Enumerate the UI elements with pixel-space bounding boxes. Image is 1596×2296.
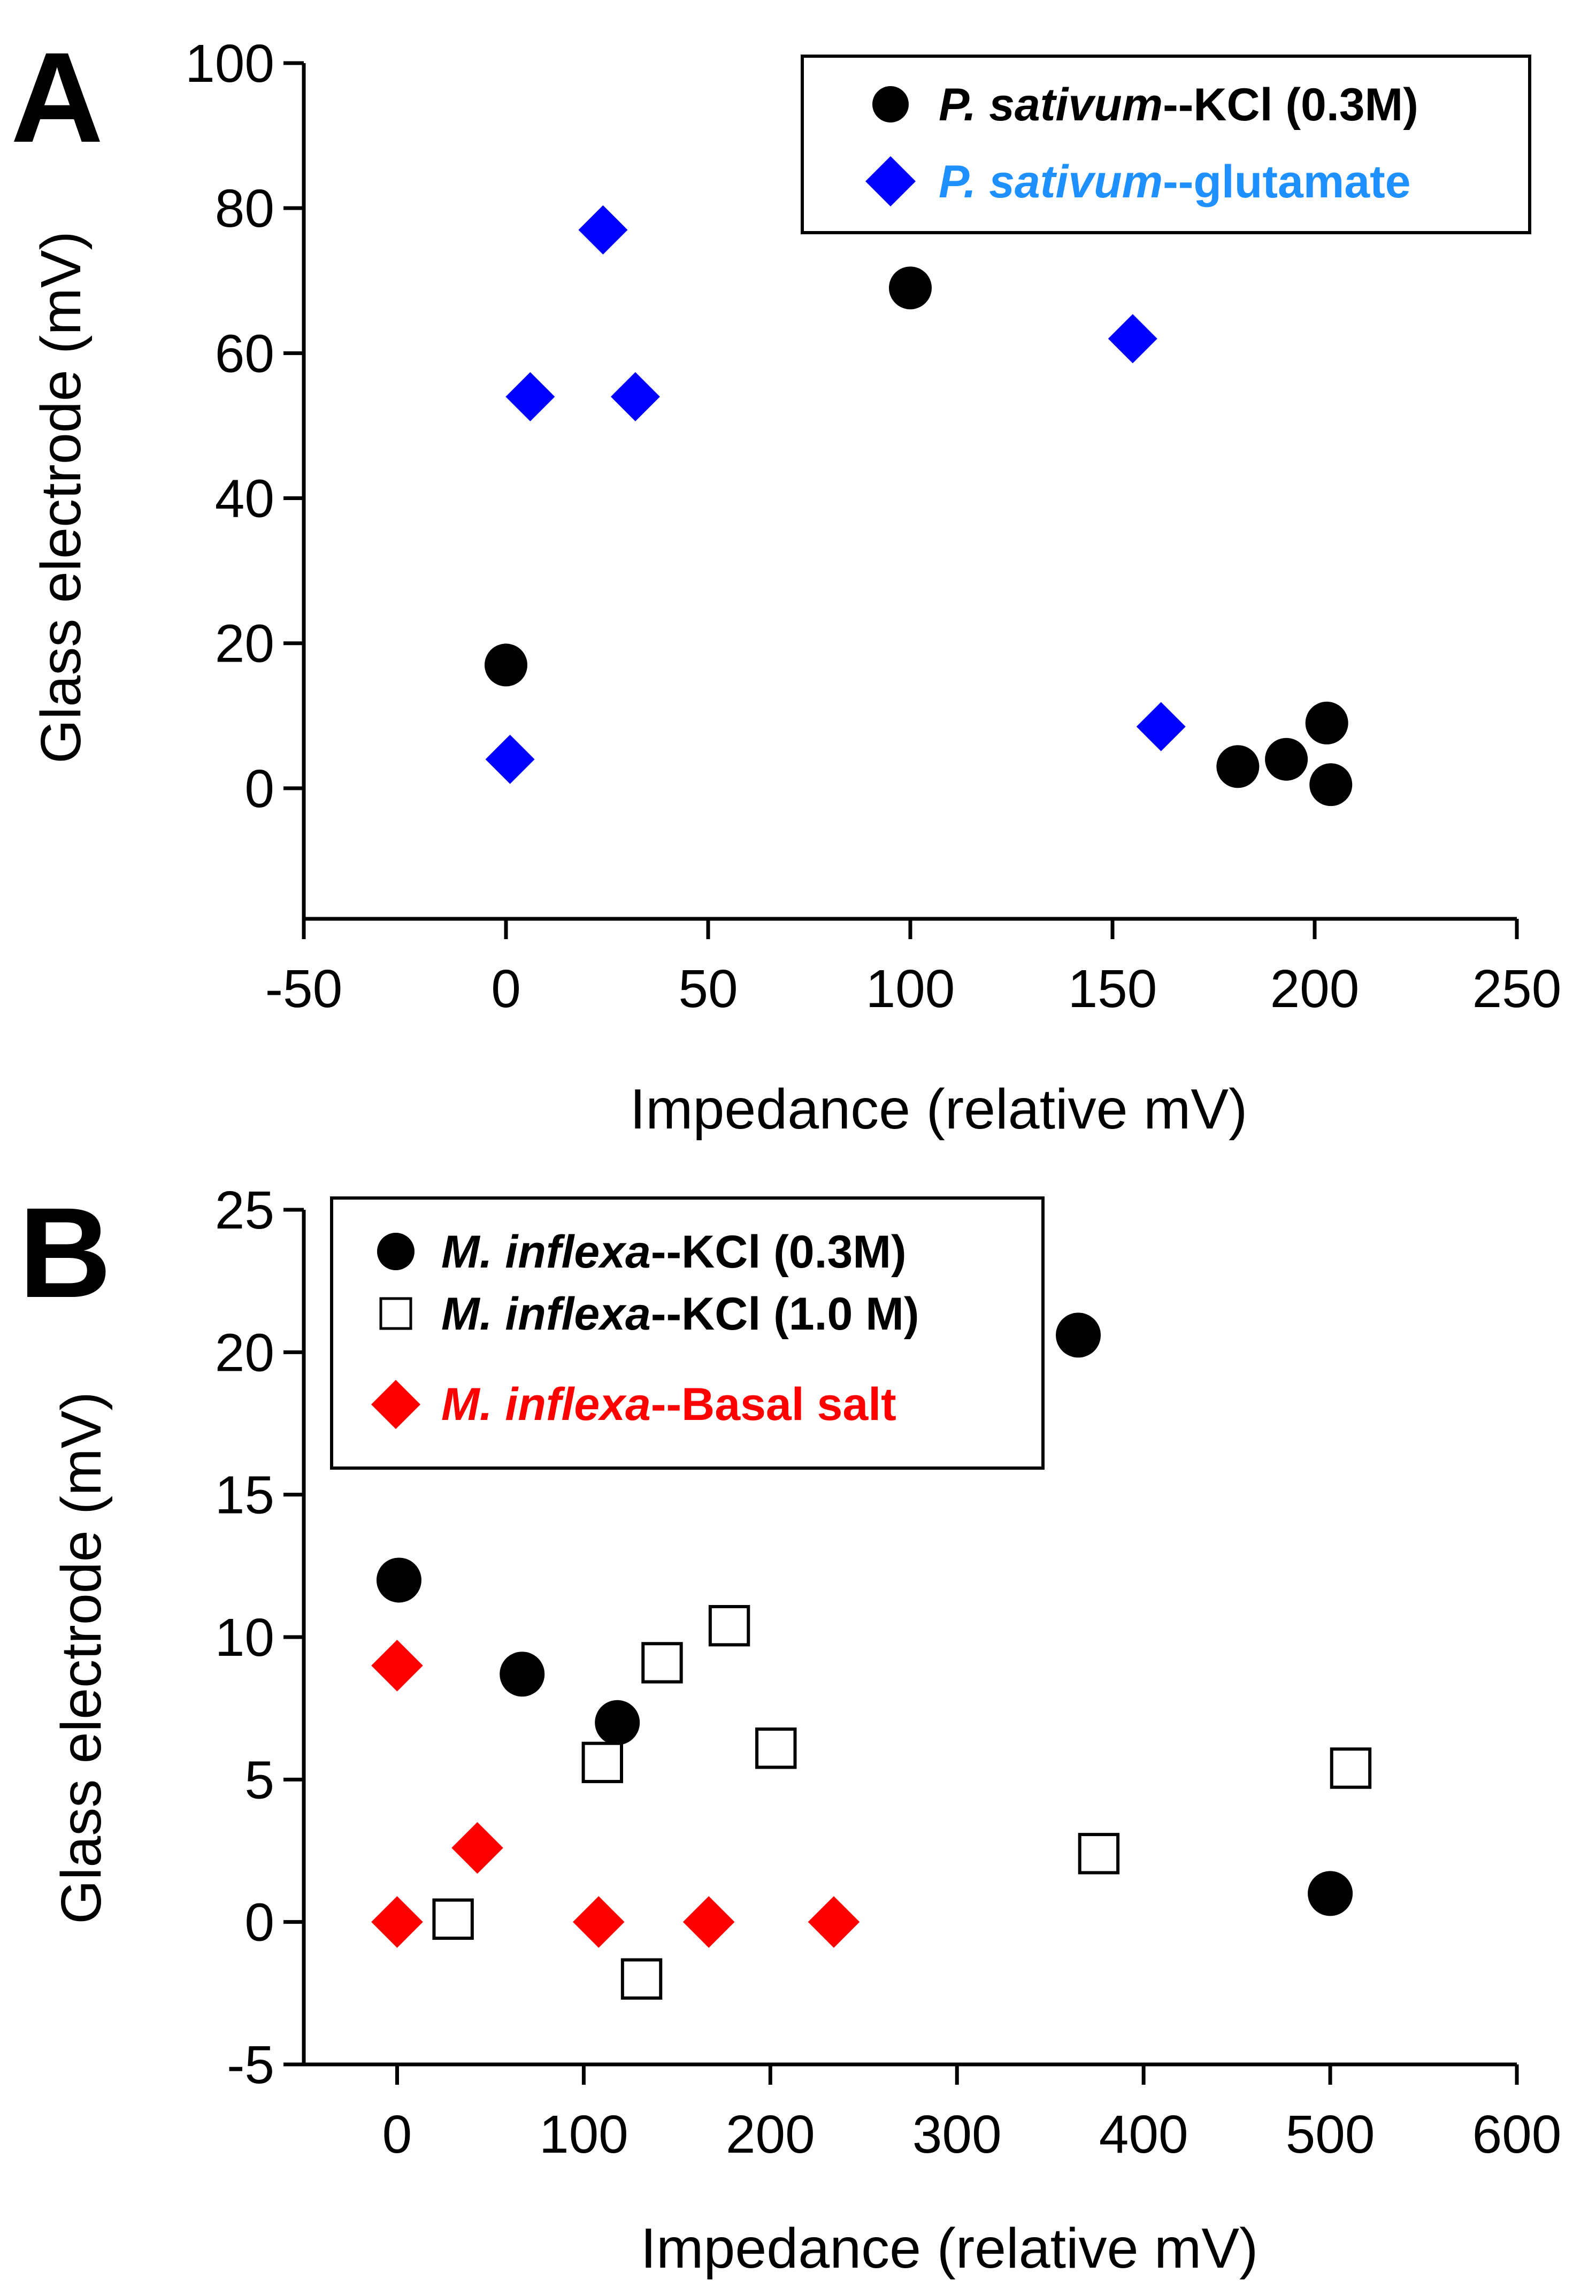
- panel-b-y-tick-label: 15: [215, 1465, 274, 1525]
- legend-label-p-sativum-glutamate: P. sativum--glutamate: [939, 156, 1411, 208]
- panel-a-point-p-sativum-glutamate: [578, 205, 628, 255]
- panel-a-x-tick-label: -50: [265, 959, 343, 1019]
- panel-b-point-m-inflexa-basal-salt: [682, 1896, 735, 1948]
- legend-label-m-inflexa-basal-salt-species: M. inflexa: [441, 1379, 651, 1430]
- panel-b-y-axis-label: Glass electrode (mV): [50, 1392, 113, 1924]
- legend-label-m-inflexa-kcl-03-suffix: --KCl (0.3M): [651, 1226, 907, 1278]
- panel-b-y-tick-label: -5: [227, 2035, 274, 2095]
- panel-b-point-m-inflexa-kcl-0-3m: [376, 1557, 421, 1603]
- panel-a-point-p-sativum-glutamate: [505, 372, 555, 421]
- panel-b: B Glass electrode (mV) Impedance (relati…: [19, 1180, 1561, 2280]
- panel-a-point-p-sativum-glutamate: [485, 734, 535, 784]
- panel-a-y-axis-label: Glass electrode (mV): [29, 231, 93, 764]
- legend-label-m-inflexa-kcl-10-suffix: --KCl (1.0 M): [651, 1288, 919, 1340]
- panel-a-y-tick-label: 100: [185, 34, 274, 94]
- panel-b-axes: -5 0 5 10 15 20 25 0 100 200 300 400 500 600: [215, 1180, 1562, 2164]
- panel-b-x-tick-label: 400: [1099, 2105, 1188, 2164]
- panel-b-point-m-inflexa-kcl-0-3m: [595, 1700, 640, 1745]
- panel-a-y-tick-label: 60: [215, 324, 274, 383]
- panel-a-y-tick-label: 20: [215, 614, 274, 674]
- panel-b-x-tick-label: 600: [1472, 2105, 1562, 2164]
- panel-a-legend-box: [801, 55, 1531, 234]
- panel-b-y-tick-label: 0: [244, 1893, 274, 1953]
- panel-a-x-axis-label: Impedance (relative mV): [630, 1078, 1248, 1141]
- legend-marker-m-inflexa-kcl-10: [379, 1297, 412, 1330]
- panel-a-x-tick-label: 150: [1068, 959, 1157, 1019]
- panel-b-point-m-inflexa-kcl-0-3m: [1056, 1312, 1101, 1358]
- panel-a-y-tick-label: 80: [215, 179, 274, 239]
- panel-b-point-m-inflexa-basal-salt: [371, 1639, 423, 1692]
- panel-a-point-p-sativum-kcl-0-3m: [1309, 763, 1353, 807]
- panel-a-x-tick-label: 100: [866, 959, 955, 1019]
- legend-label-m-inflexa-kcl-10-species: M. inflexa: [441, 1288, 651, 1340]
- legend-label-m-inflexa-basal-salt-suffix: --Basal salt: [651, 1379, 896, 1430]
- panel-b-x-axis-label: Impedance (relative mV): [641, 2217, 1259, 2280]
- panel-b-point-m-inflexa-kcl-1-0-m: [432, 1898, 474, 1940]
- panel-b-point-m-inflexa-kcl-1-0-m: [1330, 1747, 1372, 1789]
- panel-a-point-p-sativum-kcl-0-3m: [1305, 701, 1348, 744]
- panel-a-point-p-sativum-kcl-0-3m: [1216, 745, 1260, 788]
- panel-b-point-m-inflexa-kcl-1-0-m: [620, 1958, 663, 2000]
- panel-a-y-tick-label: 0: [244, 759, 274, 819]
- panel-b-point-m-inflexa-basal-salt: [808, 1896, 860, 1948]
- panel-b-x-tick-label: 500: [1286, 2105, 1375, 2164]
- panel-a-x-tick-label: 250: [1472, 959, 1562, 1019]
- panel-a-x-tick-label: 50: [678, 959, 738, 1019]
- panel-b-point-m-inflexa-kcl-0-3m: [500, 1652, 545, 1697]
- legend-label-p-sativum-glutamate-species: P. sativum: [939, 156, 1163, 208]
- panel-b-letter: B: [19, 1181, 111, 1324]
- panel-b-point-m-inflexa-kcl-1-0-m: [581, 1741, 623, 1784]
- legend-marker-p-sativum-glutamate: [865, 156, 916, 206]
- panel-a-x-tick-label: 200: [1270, 959, 1360, 1019]
- legend-label-p-sativum-kcl-suffix: --KCl (0.3M): [1163, 79, 1418, 130]
- panel-a-letter: A: [11, 26, 103, 169]
- panel-b-x-tick-label: 0: [382, 2105, 412, 2164]
- panel-b-y-tick-label: 10: [215, 1608, 274, 1668]
- panel-b-y-tick-label: 20: [215, 1323, 274, 1383]
- panel-b-y-tick-label: 5: [244, 1750, 274, 1810]
- legend-marker-m-inflexa-kcl-03: [377, 1233, 415, 1270]
- panel-b-point-m-inflexa-kcl-1-0-m: [755, 1727, 797, 1769]
- panel-b-point-m-inflexa-basal-salt: [572, 1896, 625, 1948]
- panel-b-point-m-inflexa-basal-salt: [371, 1896, 423, 1948]
- legend-label-p-sativum-kcl-species: P. sativum: [939, 79, 1163, 130]
- panel-b-y-tick-label: 25: [215, 1180, 274, 1240]
- panel-b-points: [371, 1312, 1372, 2000]
- panel-a-point-p-sativum-glutamate: [1108, 314, 1157, 364]
- panel-a-point-p-sativum-glutamate: [610, 372, 660, 421]
- panel-b-point-m-inflexa-kcl-1-0-m: [1078, 1833, 1120, 1875]
- panel-a-axes: 0 20 40 60 80 100 -50 0 50 100 150 200 250: [185, 34, 1561, 1019]
- panel-a-point-p-sativum-kcl-0-3m: [485, 643, 527, 687]
- legend-label-p-sativum-glutamate-suffix: --glutamate: [1163, 156, 1410, 208]
- panel-b-point-m-inflexa-kcl-1-0-m: [641, 1642, 683, 1684]
- panel-a-point-p-sativum-kcl-0-3m: [889, 266, 932, 310]
- panel-a-points: [485, 205, 1353, 807]
- panel-b-x-tick-label: 100: [539, 2105, 628, 2164]
- legend-label-m-inflexa-basal-salt: M. inflexa--Basal salt: [441, 1379, 896, 1430]
- panel-b-point-m-inflexa-kcl-0-3m: [1308, 1871, 1353, 1916]
- panel-b-x-tick-label: 200: [726, 2105, 815, 2164]
- panel-a-x-tick-label: 0: [491, 959, 521, 1019]
- legend-label-p-sativum-kcl: P. sativum--KCl (0.3M): [939, 79, 1418, 130]
- legend-label-m-inflexa-kcl-03-species: M. inflexa: [441, 1226, 651, 1278]
- panel-b-legend: M. inflexa--KCl (0.3M) M. inflexa--KCl (…: [330, 1196, 1045, 1470]
- legend-marker-m-inflexa-basal-salt: [371, 1380, 420, 1429]
- legend-label-m-inflexa-kcl-03: M. inflexa--KCl (0.3M): [441, 1226, 907, 1278]
- panel-b-x-tick-label: 300: [912, 2105, 1002, 2164]
- legend-marker-p-sativum-kcl: [872, 86, 909, 122]
- panel-a-legend: P. sativum--KCl (0.3M) P. sativum--gluta…: [801, 55, 1531, 234]
- panel-b-point-m-inflexa-kcl-1-0-m: [708, 1604, 750, 1647]
- panel-a-point-p-sativum-glutamate: [1136, 702, 1186, 751]
- panel-b-legend-box: [330, 1196, 1045, 1470]
- legend-label-m-inflexa-kcl-10: M. inflexa--KCl (1.0 M): [441, 1288, 919, 1340]
- panel-a: A Glass electrode (mV) Impedance (relati…: [11, 26, 1561, 1141]
- panel-b-point-m-inflexa-basal-salt: [451, 1822, 503, 1874]
- panel-a-point-p-sativum-kcl-0-3m: [1265, 738, 1308, 781]
- panel-a-y-tick-label: 40: [215, 469, 274, 529]
